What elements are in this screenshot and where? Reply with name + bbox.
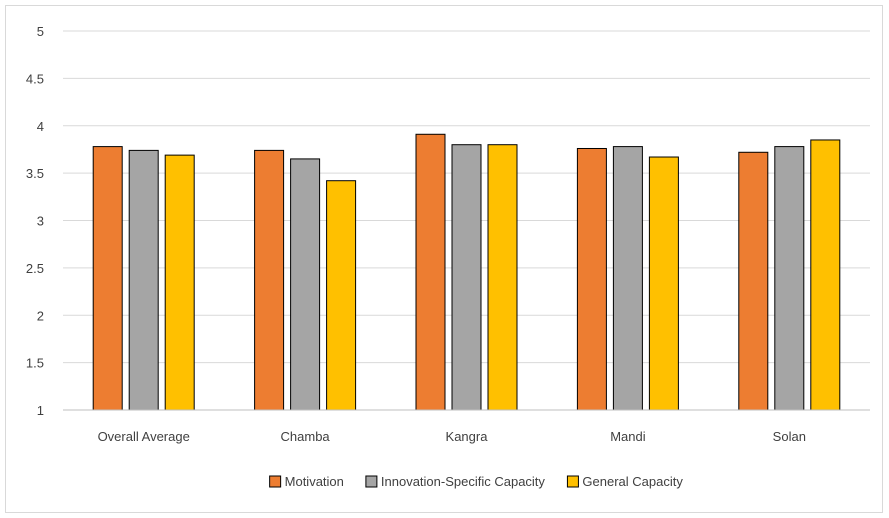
bar-overall-average-3 [164,154,195,411]
x-category-label: Solan [773,429,806,444]
legend-item: Innovation-Specific Capacity [365,474,546,489]
x-category-label: Mandi [610,429,646,444]
legend: Motivation Innovation-Specific Capacity Ge… [269,474,683,489]
bar-chamba-3 [326,180,357,411]
bar-mandi-2 [612,146,643,411]
bar-kangra-1 [415,133,446,411]
bar-chamba-2 [290,158,321,411]
y-tick-label: 3.5 [26,166,44,181]
y-tick-label: 2.5 [26,261,44,276]
bar-kangra-2 [451,144,482,411]
bars [92,133,841,411]
bar-mandi-3 [648,156,679,411]
legend-swatch [365,475,378,488]
bar-solan-1 [738,151,769,411]
x-axis: Overall Average Chamba Kangra Mandi Solan [63,409,870,444]
legend-swatch [566,475,579,488]
bar-mandi-1 [576,147,607,411]
y-axis-tick-labels: 1 1.5 2 2.5 3 3.5 4 4.5 5 [26,24,44,418]
bar-overall-average-1 [92,146,123,411]
y-tick-label: 2 [37,308,44,323]
legend-label: Innovation-Specific Capacity [381,474,546,489]
bar-overall-average-2 [128,149,159,411]
legend-item: General Capacity [566,474,683,489]
legend-item: Motivation [269,474,344,489]
bar-solan-2 [774,146,805,411]
y-tick-label: 1.5 [26,356,44,371]
bar-solan-3 [810,139,841,411]
bar-chamba-1 [254,149,285,411]
legend-label: Motivation [285,474,344,489]
y-tick-label: 4.5 [26,71,44,86]
y-tick-label: 5 [37,24,44,39]
x-category-label: Overall Average [98,429,190,444]
y-tick-label: 4 [37,119,44,134]
y-tick-label: 1 [37,403,44,418]
bar-kangra-3 [487,144,518,411]
x-category-label: Kangra [446,429,489,444]
legend-swatch [269,475,282,488]
legend-label: General Capacity [582,474,683,489]
x-category-label: Chamba [281,429,331,444]
y-tick-label: 3 [37,214,44,229]
